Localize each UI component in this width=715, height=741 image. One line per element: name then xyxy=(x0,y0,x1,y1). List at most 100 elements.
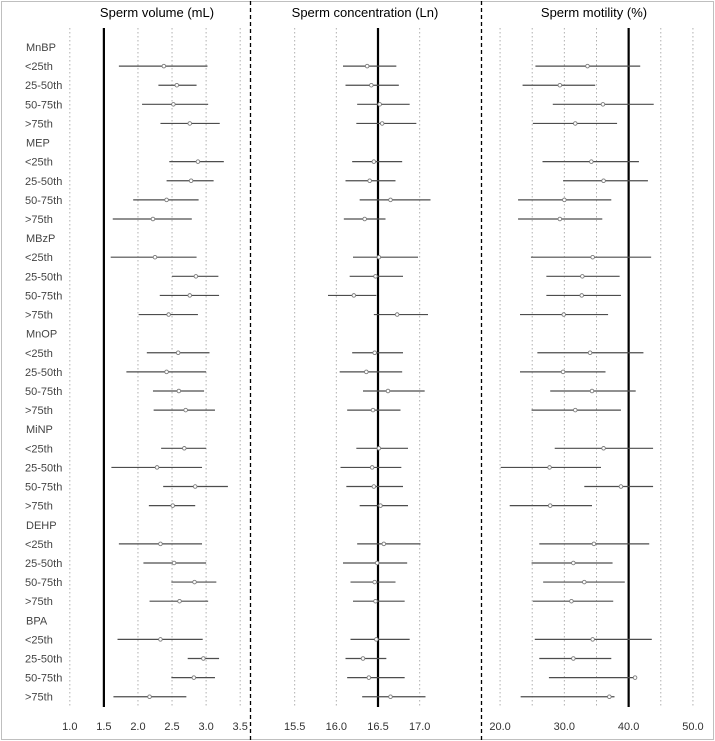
point-estimate-concentration xyxy=(373,274,378,279)
tick-label-volume: 2.5 xyxy=(164,721,179,733)
point-estimate-concentration xyxy=(364,369,369,375)
row-quartile-label: 50-75th xyxy=(25,99,62,111)
point-estimate-volume xyxy=(150,216,156,222)
point-estimate-concentration xyxy=(351,293,357,298)
point-estimate-volume xyxy=(170,503,175,508)
row-quartile-label: 25-50th xyxy=(25,271,62,283)
row-quartile-label: <25th xyxy=(25,61,53,73)
point-estimate-motility xyxy=(591,541,597,547)
point-estimate-volume xyxy=(187,293,193,298)
point-estimate-motility xyxy=(573,121,578,126)
row-quartile-label: 50-75th xyxy=(25,673,62,685)
point-estimate-motility xyxy=(582,579,587,585)
point-estimate-concentration xyxy=(371,484,377,489)
row-group-label: MEP xyxy=(26,138,50,150)
row-quartile-label: <25th xyxy=(25,252,53,264)
row-quartile-label: 50-75th xyxy=(25,386,62,398)
point-estimate-volume xyxy=(166,312,171,317)
row-group-label: MnBP xyxy=(26,42,56,54)
point-estimate-motility xyxy=(600,102,606,107)
point-estimate-volume xyxy=(171,102,176,107)
point-estimate-concentration xyxy=(374,560,380,566)
row-quartile-label: >75th xyxy=(25,310,53,322)
panel-titles: Sperm volume (mL) Sperm concentration (L… xyxy=(100,5,647,20)
row-quartile-label: >75th xyxy=(25,501,53,513)
point-estimate-motility xyxy=(589,388,595,394)
point-estimate-motility xyxy=(571,560,576,566)
point-estimate-volume xyxy=(195,159,201,164)
point-estimate-motility xyxy=(571,656,576,661)
row-quartile-label: >75th xyxy=(25,596,53,608)
point-estimate-volume xyxy=(164,197,169,203)
row-quartile-label: <25th xyxy=(25,634,53,646)
point-estimate-concentration xyxy=(371,159,377,164)
point-estimate-volume xyxy=(158,541,163,547)
point-estimate-volume xyxy=(175,350,181,356)
point-estimate-concentration xyxy=(388,197,393,203)
point-estimate-motility xyxy=(607,694,612,699)
point-estimate-volume xyxy=(182,446,187,451)
point-estimate-volume xyxy=(176,388,182,394)
point-estimate-motility xyxy=(573,407,578,413)
point-estimate-motility xyxy=(590,254,595,260)
point-estimate-volume xyxy=(192,484,198,489)
row-quartile-label: 25-50th xyxy=(25,176,62,188)
point-estimate-volume xyxy=(191,675,197,680)
point-estimate-motility xyxy=(560,369,566,375)
row-quartile-label: 25-50th xyxy=(25,462,62,474)
row-group-label: MBzP xyxy=(26,233,55,245)
row-quartile-label: >75th xyxy=(25,692,53,704)
row-quartile-label: 50-75th xyxy=(25,482,62,494)
point-estimate-concentration xyxy=(360,656,366,661)
point-estimate-volume xyxy=(152,254,158,260)
point-estimate-volume xyxy=(164,369,169,375)
point-estimate-volume xyxy=(154,465,160,470)
tick-label-concentration: 16.5 xyxy=(367,721,388,733)
row-labels: MnBP <25th 25-50th 50-75th >75th MEP <25th 25-5… xyxy=(25,42,62,704)
point-estimate-concentration xyxy=(362,216,367,222)
row-quartile-label: 50-75th xyxy=(25,290,62,302)
row-quartile-label: <25th xyxy=(25,157,53,169)
row-quartile-label: 50-75th xyxy=(25,577,62,589)
point-estimate-volume xyxy=(201,656,206,661)
point-estimate-concentration xyxy=(377,102,382,107)
point-estimate-motility xyxy=(589,159,594,164)
point-estimate-motility xyxy=(557,82,563,88)
tick-label-volume: 2.0 xyxy=(130,721,145,733)
row-quartile-label: 50-75th xyxy=(25,195,62,207)
row-quartile-label: >75th xyxy=(25,405,53,417)
tick-label-motility: 50.0 xyxy=(682,721,703,733)
point-estimate-concentration xyxy=(388,694,393,699)
point-estimate-motility xyxy=(557,216,563,222)
row-quartile-label: <25th xyxy=(25,539,53,551)
row-quartile-label: 25-50th xyxy=(25,654,62,666)
tick-label-motility: 20.0 xyxy=(489,721,510,733)
tick-label-volume: 1.0 xyxy=(62,721,77,733)
tick-label-volume: 3.0 xyxy=(198,721,213,733)
point-estimate-volume xyxy=(161,63,167,69)
point-estimate-motility xyxy=(632,675,638,680)
point-estimate-motility xyxy=(579,293,584,298)
row-quartile-label: 25-50th xyxy=(25,558,62,570)
data-marks xyxy=(102,28,654,707)
point-estimate-volume xyxy=(174,82,180,88)
point-estimate-concentration xyxy=(378,503,383,508)
point-estimate-volume xyxy=(188,178,194,184)
row-group-label: MiNP xyxy=(26,424,53,436)
point-estimate-concentration xyxy=(364,63,370,69)
panel-title-concentration: Sperm concentration (Ln) xyxy=(292,5,439,20)
point-estimate-concentration xyxy=(394,312,400,317)
point-estimate-concentration xyxy=(374,637,379,642)
point-estimate-motility xyxy=(587,350,593,356)
point-estimate-volume xyxy=(158,637,163,642)
point-estimate-volume xyxy=(183,407,188,413)
point-estimate-motility xyxy=(580,274,585,279)
grid-layer xyxy=(69,28,694,707)
row-quartile-label: <25th xyxy=(25,443,53,455)
tick-label-motility: 30.0 xyxy=(554,721,575,733)
row-quartile-label: 25-50th xyxy=(25,80,62,92)
point-estimate-motility xyxy=(562,197,567,203)
panel-title-volume: Sperm volume (mL) xyxy=(100,5,214,20)
point-estimate-motility xyxy=(547,465,552,470)
